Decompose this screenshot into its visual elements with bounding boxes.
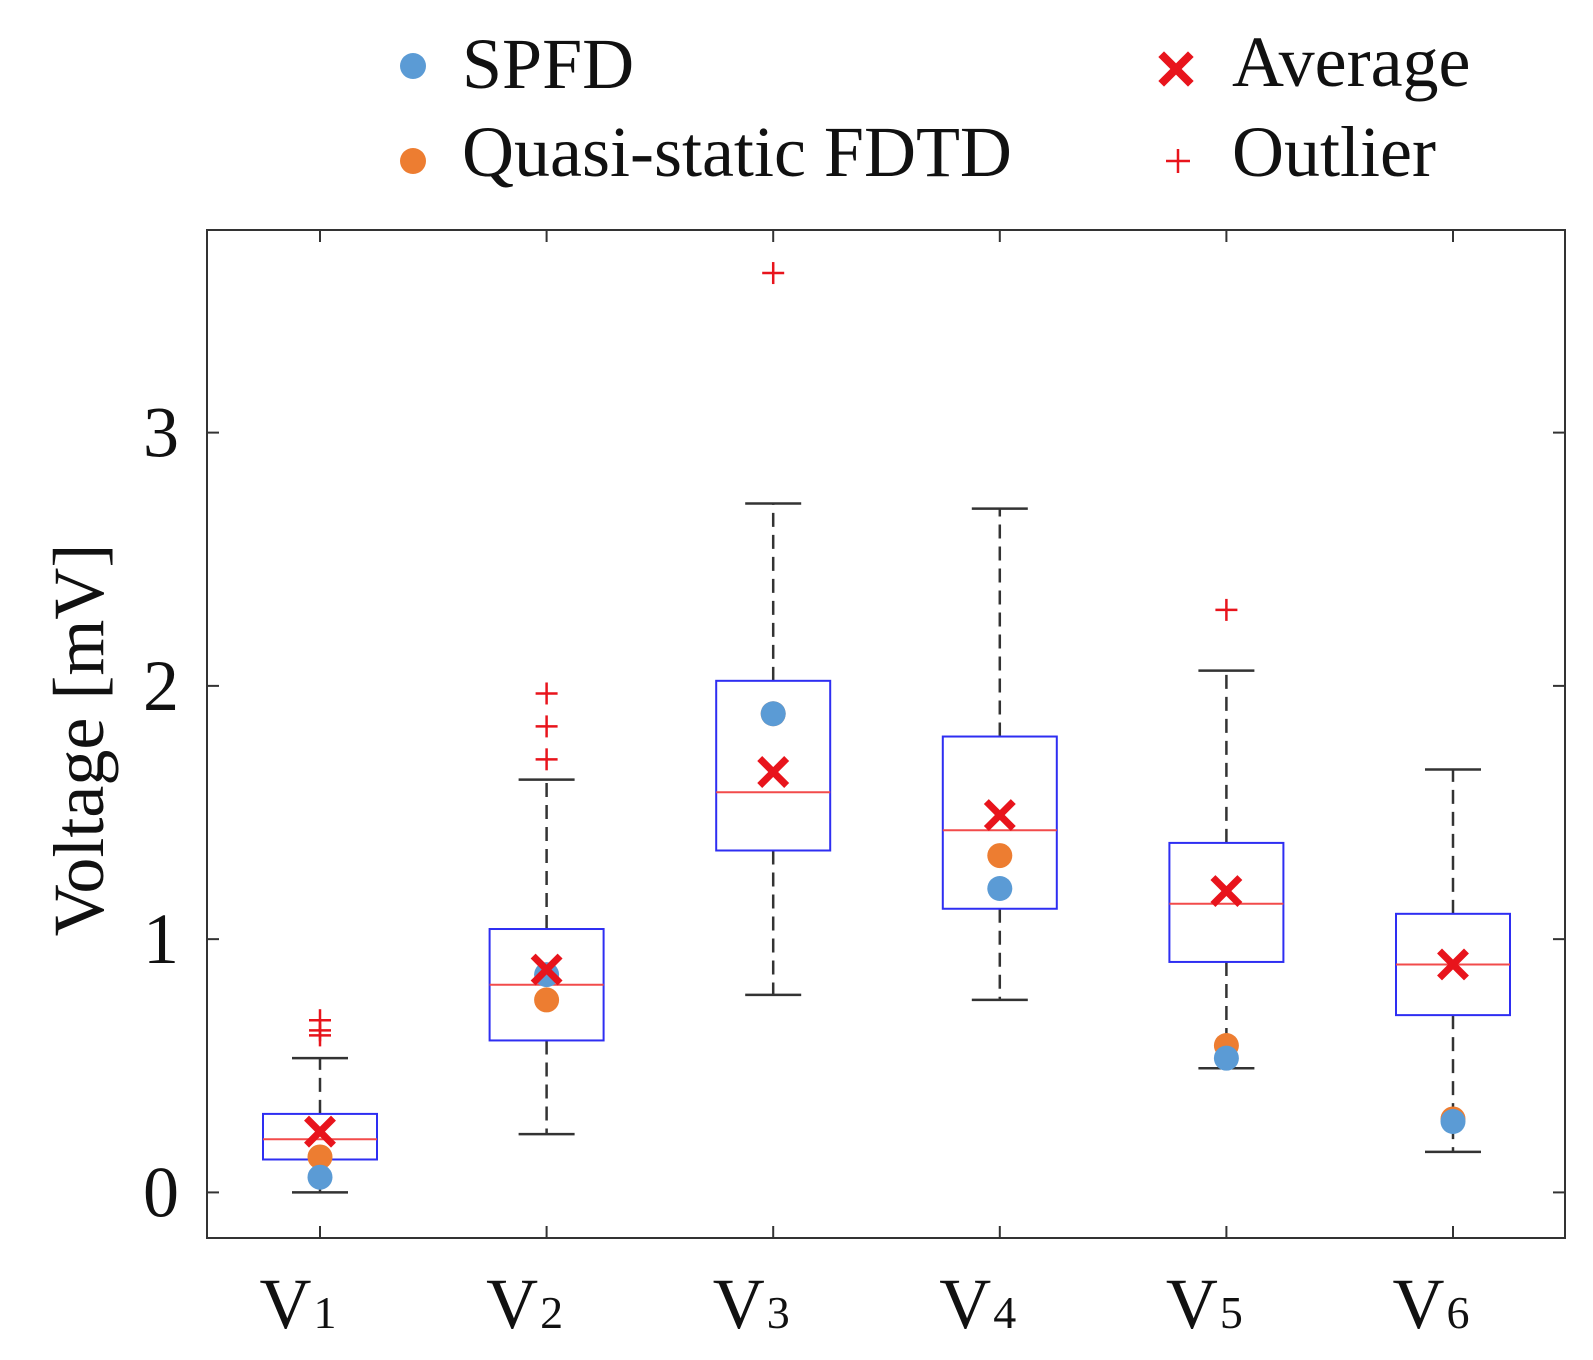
legend-label-outlier: Outlier [1232,112,1436,192]
mean-marker [1210,875,1243,907]
legend-item-outlier: Outlier [1166,112,1436,192]
legend-item-fdtd: Quasi-static FDTD [400,112,1012,192]
mean-marker-stroke [1210,875,1243,907]
mean-marker [983,799,1016,831]
legend: SPFD Quasi-static FDTD Average Outlier [400,22,1471,192]
outlier-marker [535,748,558,771]
fdtd-point [534,987,560,1013]
spfd-point [307,1164,333,1190]
mean-marker [304,1115,336,1148]
box-group-5 [1168,598,1285,1071]
y-axis-label: Voltage [mV] [39,544,119,937]
legend-item-spfd: SPFD [400,24,634,104]
y-tick-label: 3 [143,393,179,473]
spfd-point [534,962,560,988]
outlier-marker [762,262,785,285]
legend-label-average: Average [1232,22,1471,102]
spfd-point [1440,1108,1466,1134]
x-tick-label-base: V [713,1264,765,1344]
mean-marker [1437,948,1469,981]
mean-marker [757,756,790,788]
legend-marker-fdtd [400,148,426,174]
legend-marker-outlier [1166,149,1190,173]
x-tick-label-subscript: 2 [540,1287,563,1338]
x-tick-label-base: V [1393,1264,1445,1344]
legend-marker-spfd [400,53,426,79]
outlier-marker [1215,598,1238,621]
box-group-1 [262,1009,378,1194]
legend-label-fdtd: Quasi-static FDTD [462,112,1012,192]
y-tick-label: 0 [143,1152,179,1232]
x-tick-label-1: V1 [260,1264,337,1344]
plot-area [206,229,1566,1239]
y-axis-ticks: 0 1 2 3 [143,393,1565,1232]
mean-marker [530,953,563,986]
x-tick-label-4: V4 [939,1264,1016,1344]
fdtd-point [307,1144,333,1170]
x-tick-label-base: V [1166,1264,1218,1344]
x-tick-label-base: V [260,1264,312,1344]
fdtd-point [987,843,1013,869]
x-tick-label-subscript: 4 [993,1287,1016,1338]
x-tick-label-subscript: 5 [1220,1287,1243,1338]
legend-item-average: Average [1158,22,1471,102]
spfd-point [760,701,786,727]
x-tick-label-5: V5 [1166,1264,1243,1344]
outlier-marker [535,715,558,738]
x-axis-ticks: V1 V2 V3 V4 V5 V6 [260,230,1470,1344]
spfd-point [987,875,1013,901]
x-tick-label-subscript: 3 [767,1287,790,1338]
x-tick-label-base: V [486,1264,538,1344]
mean-marker-stroke [530,953,563,986]
outlier-marker [535,682,558,705]
x-tick-label-3: V3 [713,1264,790,1344]
x-tick-label-subscript: 6 [1447,1287,1470,1338]
legend-label-spfd: SPFD [462,24,634,104]
mean-marker-stroke [757,756,790,788]
boxes [262,262,1511,1194]
iqr-box [1168,841,1285,963]
box-group-2 [488,682,605,1136]
box-group-4 [941,507,1058,1002]
mean-marker-stroke [983,799,1016,831]
y-tick-label: 1 [143,899,179,979]
spfd-point [1213,1045,1239,1071]
box-group-6 [1395,768,1511,1154]
box-group-3 [715,262,832,997]
x-tick-label-base: V [939,1264,991,1344]
legend-marker-average [1158,51,1194,87]
outlier-marker [309,1009,331,1032]
y-tick-label: 2 [143,646,179,726]
x-tick-label-subscript: 1 [314,1287,337,1338]
x-tick-label-2: V2 [486,1264,563,1344]
mean-marker-stroke [304,1115,336,1148]
x-tick-label-6: V6 [1393,1264,1470,1344]
mean-marker-stroke [1437,948,1469,981]
